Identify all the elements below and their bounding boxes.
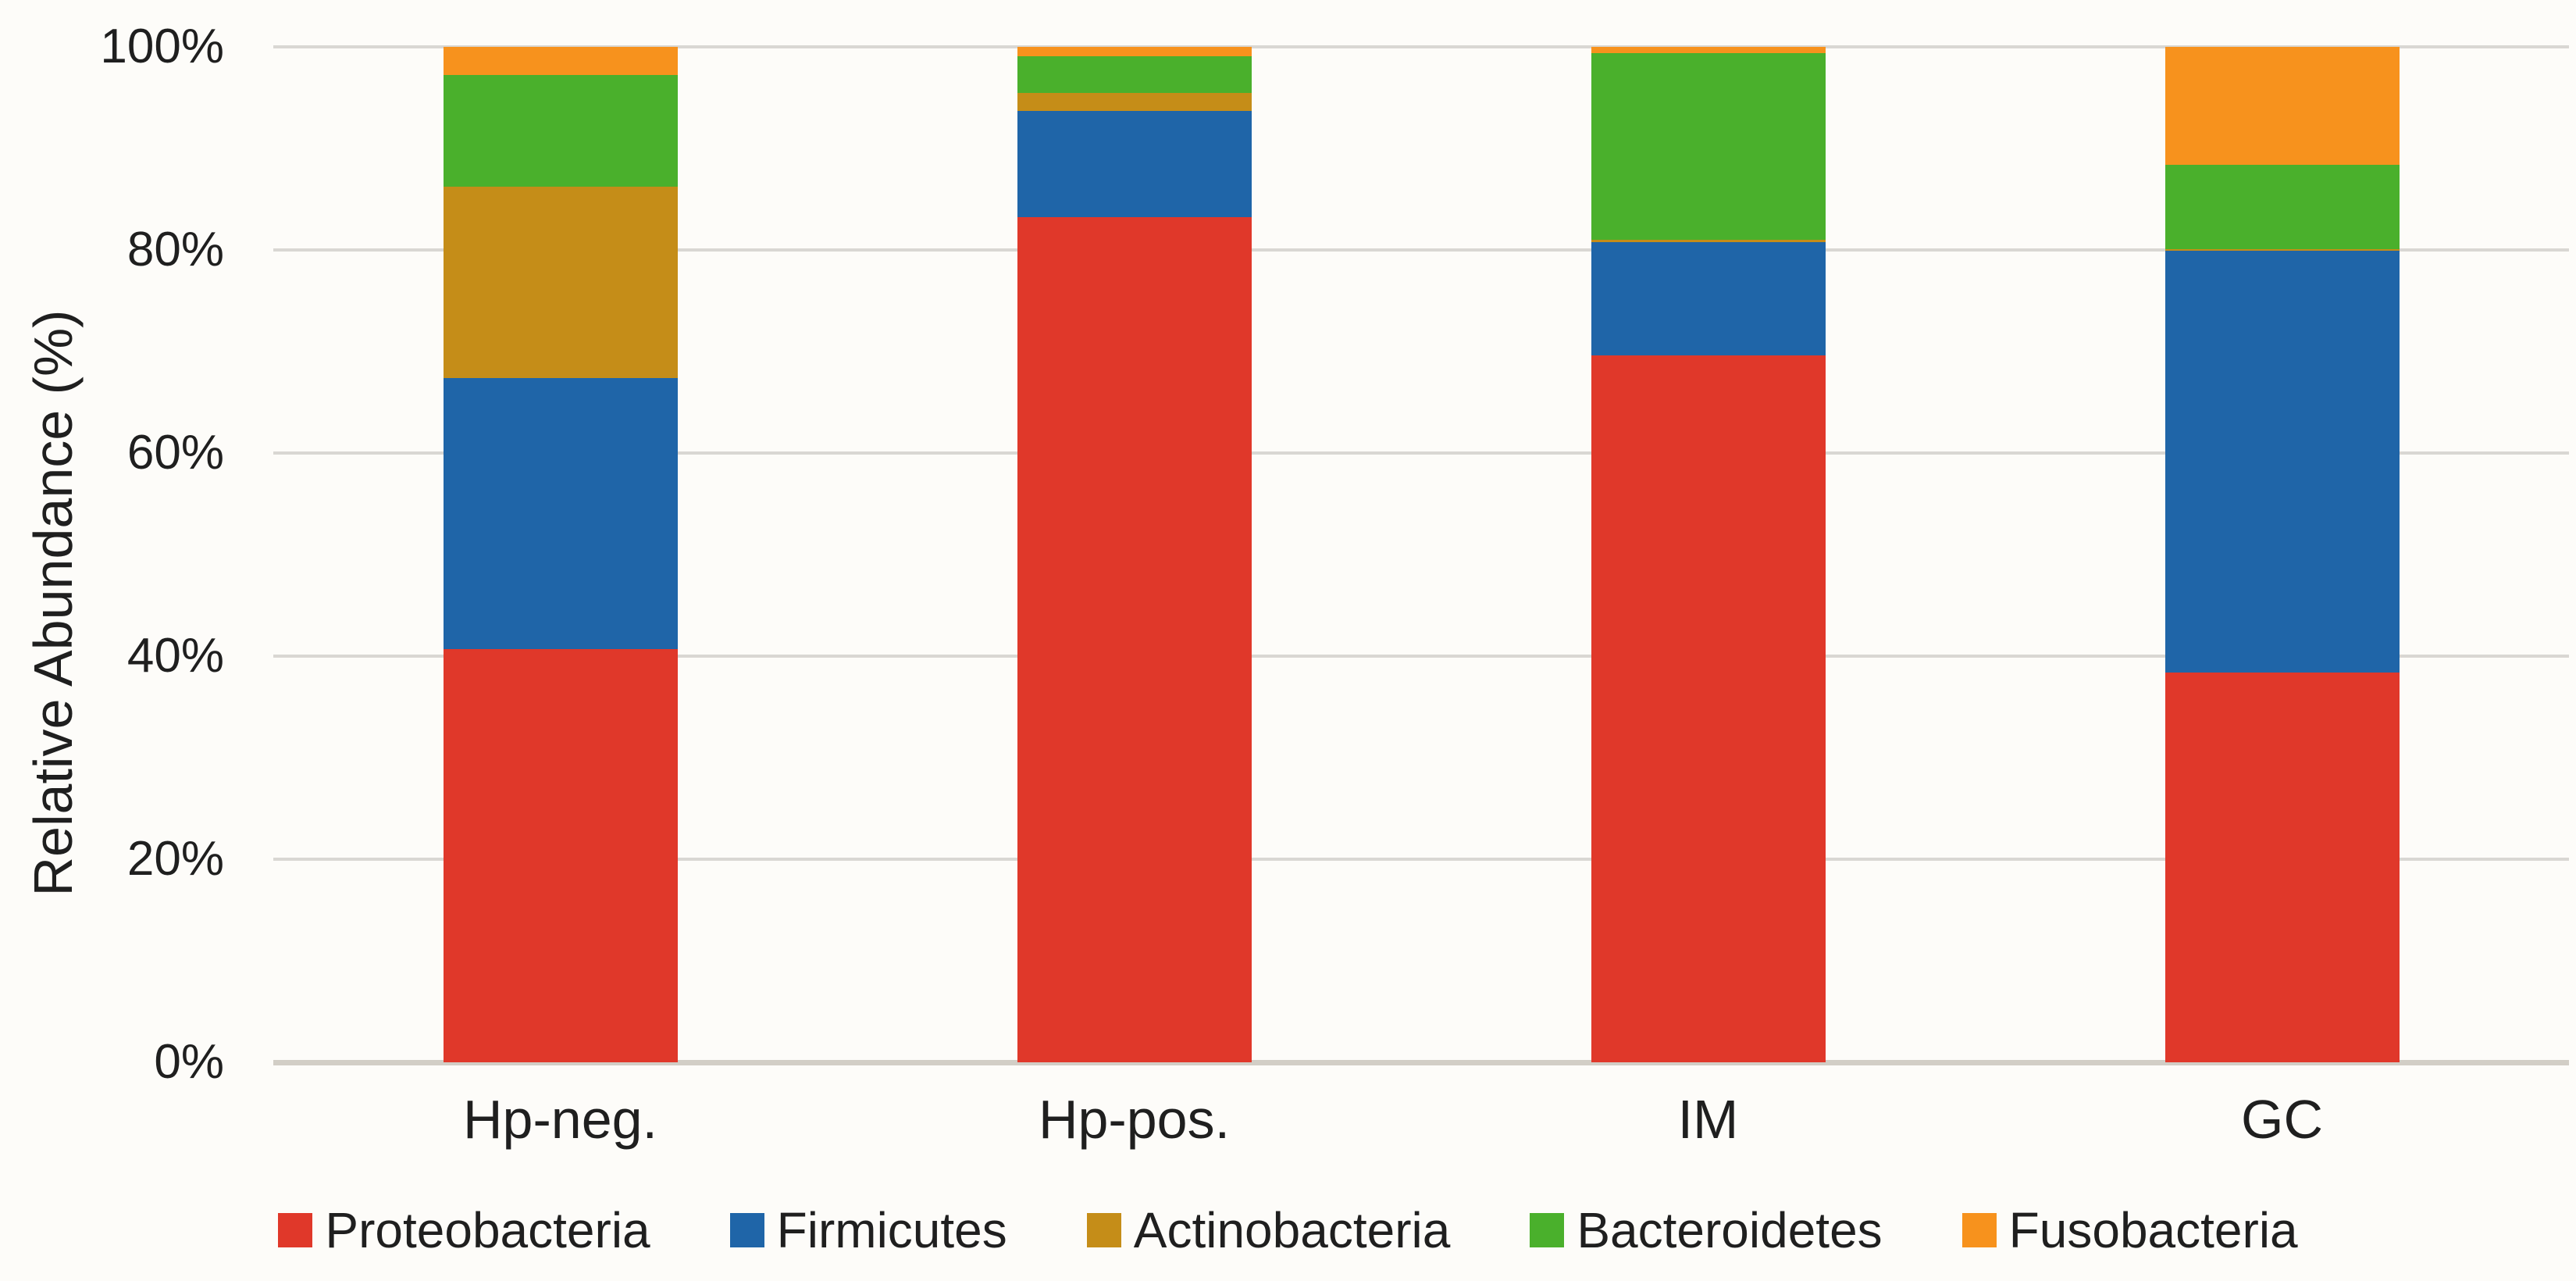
legend-item-fusobacteria: Fusobacteria [1961,1202,2298,1258]
y-tick-label-80: 80% [126,223,224,277]
x-category-label-2: Hp-pos. [1038,1089,1231,1150]
legend-item-actinobacteria: Actinobacteria [1086,1202,1451,1258]
bar-segment-firmicutes-2 [1017,110,1252,218]
x-category-label-3: IM [1677,1089,1739,1150]
bar-gc [2164,47,2400,1062]
legend-label-fusobacteria: Fusobacteria [2008,1202,2298,1258]
y-tick-label-60: 60% [126,426,224,480]
bar-segment-firmicutes-1 [443,377,678,649]
bar-hp-neg [443,47,678,1062]
bar-segment-actinobacteria-1 [443,187,678,378]
bar-segment-bacteroidetes-2 [1017,55,1252,93]
y-tick-label-100: 100% [100,20,224,73]
gridline-20 [273,858,2569,861]
plot-area [273,45,2569,1065]
bar-im [1591,47,1826,1062]
bar-segment-proteobacteria-4 [2164,672,2400,1062]
gridline-80 [273,248,2569,252]
legend-item-firmicutes: Firmicutes [729,1202,1007,1258]
bar-segment-firmicutes-4 [2164,251,2400,673]
bar-hp-pos [1017,47,1252,1062]
legend-swatch-actinobacteria [1086,1213,1121,1247]
bar-segment-fusobacteria-1 [443,47,678,76]
legend: Proteobacteria Firmicutes Actinobacteria Ba… [0,1203,2576,1258]
bar-segment-actinobacteria-2 [1017,92,1252,111]
bar-segment-proteobacteria-3 [1591,355,1826,1062]
bar-segment-fusobacteria-4 [2164,47,2400,165]
legend-swatch-proteobacteria [278,1213,313,1247]
legend-label-firmicutes: Firmicutes [776,1202,1007,1258]
bar-segment-fusobacteria-3 [1591,47,1826,53]
legend-item-bacteroidetes: Bacteroidetes [1530,1202,1883,1258]
bar-segment-proteobacteria-2 [1017,217,1252,1062]
legend-label-proteobacteria: Proteobacteria [325,1202,650,1258]
bar-segment-bacteroidetes-4 [2164,164,2400,249]
legend-item-proteobacteria: Proteobacteria [278,1203,650,1258]
x-category-label-4: GC [2241,1089,2323,1150]
gridline-100 [273,45,2569,48]
y-tick-label-40: 40% [126,629,224,683]
gridline-40 [273,655,2569,658]
bar-segment-actinobacteria-3 [1591,240,1826,242]
x-axis-line [273,1060,2569,1065]
bar-segment-firmicutes-3 [1591,241,1826,356]
y-tick-label-0: 0% [154,1035,224,1089]
legend-label-bacteroidetes: Bacteroidetes [1577,1202,1883,1258]
bar-segment-bacteroidetes-1 [443,75,678,187]
bar-segment-proteobacteria-1 [443,648,678,1062]
legend-swatch-fusobacteria [1961,1213,1997,1247]
legend-swatch-firmicutes [729,1213,764,1247]
x-category-label-1: Hp-neg. [462,1089,658,1150]
y-tick-label-20: 20% [126,832,224,886]
legend-label-actinobacteria: Actinobacteria [1133,1202,1451,1258]
legend-swatch-bacteroidetes [1530,1213,1565,1247]
bar-segment-actinobacteria-4 [2164,248,2400,252]
gridline-60 [273,451,2569,455]
bar-segment-fusobacteria-2 [1017,47,1252,56]
bar-segment-bacteroidetes-3 [1591,52,1826,241]
